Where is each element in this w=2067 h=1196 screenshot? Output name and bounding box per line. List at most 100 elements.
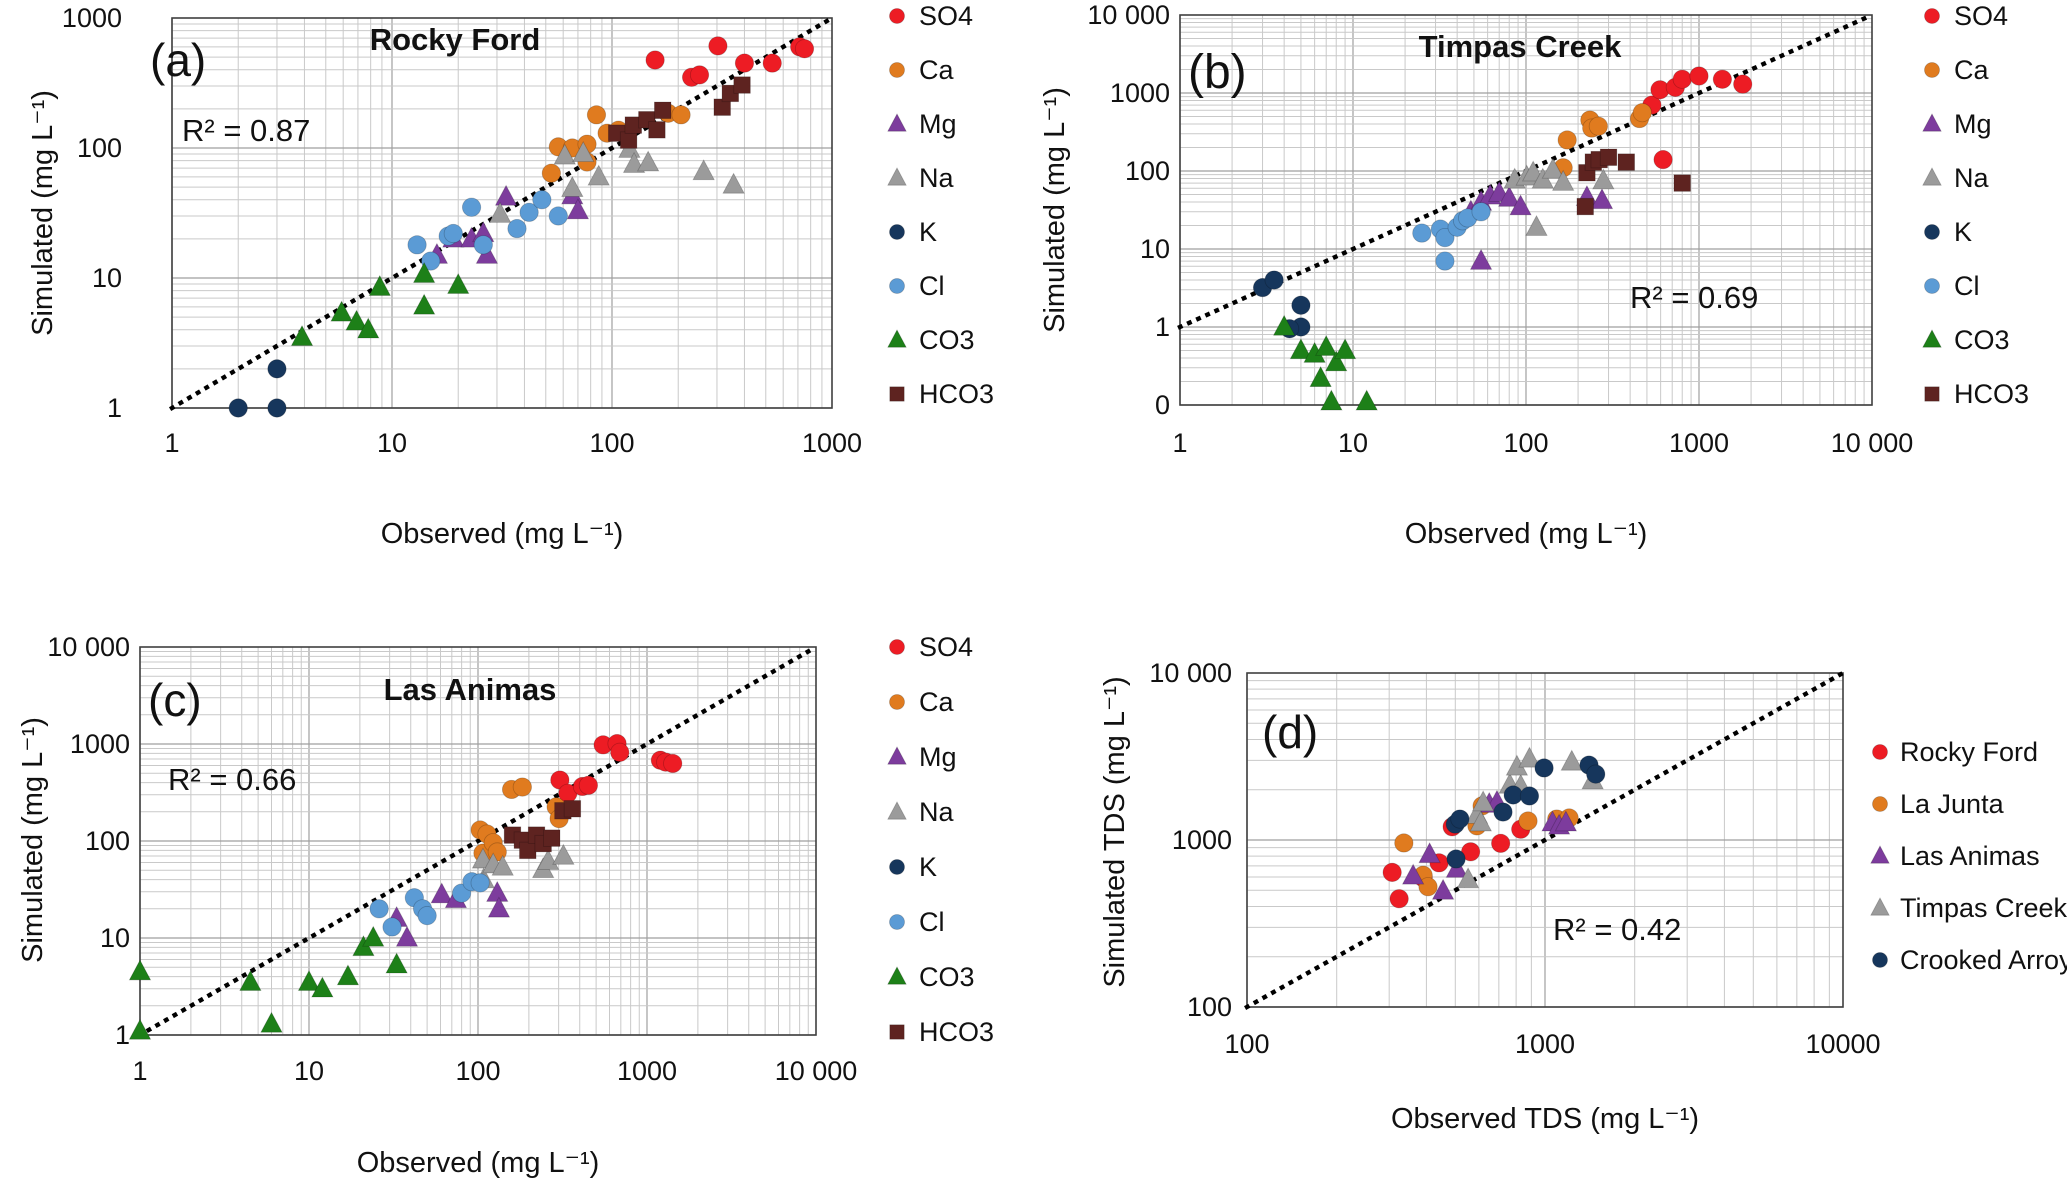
data-point (474, 236, 492, 254)
data-point (1520, 787, 1538, 805)
legend-label: K (919, 852, 937, 882)
legend-item-crooked-arroyo: Crooked Arroyo (1873, 945, 2067, 975)
legend-label: Na (919, 797, 954, 827)
data-point (693, 160, 714, 180)
series-so4 (646, 37, 814, 87)
data-point (709, 37, 727, 55)
data-point (508, 219, 526, 237)
data-point (611, 743, 629, 761)
data-point (1713, 70, 1731, 88)
data-point (1654, 150, 1672, 168)
legend-marker-triangle (888, 168, 906, 185)
data-point (229, 399, 247, 417)
legend-label: SO4 (919, 632, 973, 662)
legend-label: Cl (919, 271, 945, 301)
x-tick-label: 10 (294, 1056, 324, 1086)
legend-marker-circle (1925, 279, 1940, 294)
data-point (418, 906, 436, 924)
series-so4 (551, 734, 682, 802)
data-point (471, 874, 489, 892)
data-point (1491, 834, 1509, 852)
legend-label: CO3 (919, 325, 975, 355)
data-point (1390, 890, 1408, 908)
legend-item-co3: CO3 (888, 325, 975, 355)
x-tick-label: 100 (1503, 428, 1548, 458)
y-tick-label: 1 (1155, 312, 1170, 342)
legend-label: K (919, 217, 937, 247)
legend-marker-circle (1925, 9, 1940, 24)
data-point (1600, 149, 1617, 166)
legend-marker-circle (1925, 63, 1940, 78)
series-co3 (291, 263, 468, 346)
y-tick-label: 1000 (62, 3, 122, 33)
legend-marker-square (890, 1025, 904, 1039)
legend-label: HCO3 (1954, 379, 2029, 409)
legend-item-cl: Cl (890, 907, 945, 937)
data-point (649, 122, 666, 139)
x-tick-label: 1 (164, 428, 179, 458)
y-tick-label: 10 000 (1087, 0, 1170, 30)
legend-item-k: K (890, 217, 938, 247)
legend-item-mg: Mg (888, 742, 957, 772)
legend-item-mg: Mg (888, 109, 957, 139)
legend-marker-circle (1925, 225, 1940, 240)
data-point (495, 185, 516, 205)
legend-label: Mg (1954, 109, 1992, 139)
legend-marker-circle (890, 640, 905, 655)
legend-item-ca: Ca (1925, 55, 1990, 85)
data-point (408, 236, 426, 254)
y-tick-label: 100 (77, 133, 122, 163)
y-tick-label: 100 (1125, 156, 1170, 186)
data-point (1589, 117, 1607, 135)
r-squared-annotation: R² = 0.42 (1553, 912, 1681, 947)
data-point (519, 842, 536, 859)
legend-item-las-animas: Las Animas (1871, 841, 2040, 871)
data-point (1494, 803, 1512, 821)
data-point (1519, 812, 1537, 830)
legend-marker-circle (890, 63, 905, 78)
x-axis-title: Observed (mg L⁻¹) (381, 518, 624, 550)
data-point (383, 918, 401, 936)
legend-marker-triangle (1923, 330, 1941, 347)
y-tick-label: 1000 (70, 729, 130, 759)
legend-marker-triangle (888, 114, 906, 131)
y-tick-label: 10 (100, 923, 130, 953)
data-point (1593, 169, 1614, 189)
panel-title: Las Animas (384, 672, 557, 707)
legend-label: Ca (919, 55, 954, 85)
x-tick-label: 10 000 (775, 1056, 858, 1086)
data-point (1436, 252, 1454, 270)
panel-letter: (c) (148, 674, 202, 726)
x-axis-title: Observed TDS (mg L⁻¹) (1391, 1103, 1699, 1135)
y-tick-label: 100 (85, 826, 130, 856)
panel-letter: (b) (1188, 46, 1247, 99)
r-squared-annotation: R² = 0.66 (168, 762, 296, 797)
legend-marker-circle (1873, 797, 1888, 812)
legend-marker-circle (890, 695, 905, 710)
legend-item-na: Na (888, 163, 955, 193)
legend-item-co3: CO3 (888, 962, 975, 992)
legend-item-ca: Ca (890, 55, 955, 85)
legend-marker-triangle (1871, 898, 1889, 915)
legend-label: Ca (1954, 55, 1989, 85)
legend-item-k: K (890, 852, 938, 882)
data-point (1591, 189, 1612, 209)
y-tick-label: 10 (1140, 234, 1170, 264)
data-point (370, 900, 388, 918)
legend-marker-circle (890, 225, 905, 240)
x-tick-label: 10 000 (1831, 428, 1914, 458)
data-point (795, 40, 813, 58)
x-tick-label: 10 (1338, 428, 1368, 458)
data-point (734, 77, 751, 94)
legend-label: Timpas Creek (1900, 893, 2067, 923)
data-point (1292, 296, 1310, 314)
data-point (1265, 271, 1283, 289)
data-point (664, 754, 682, 772)
data-point (1383, 863, 1401, 881)
data-point (1535, 759, 1553, 777)
y-tick-label: 1 (107, 393, 122, 423)
